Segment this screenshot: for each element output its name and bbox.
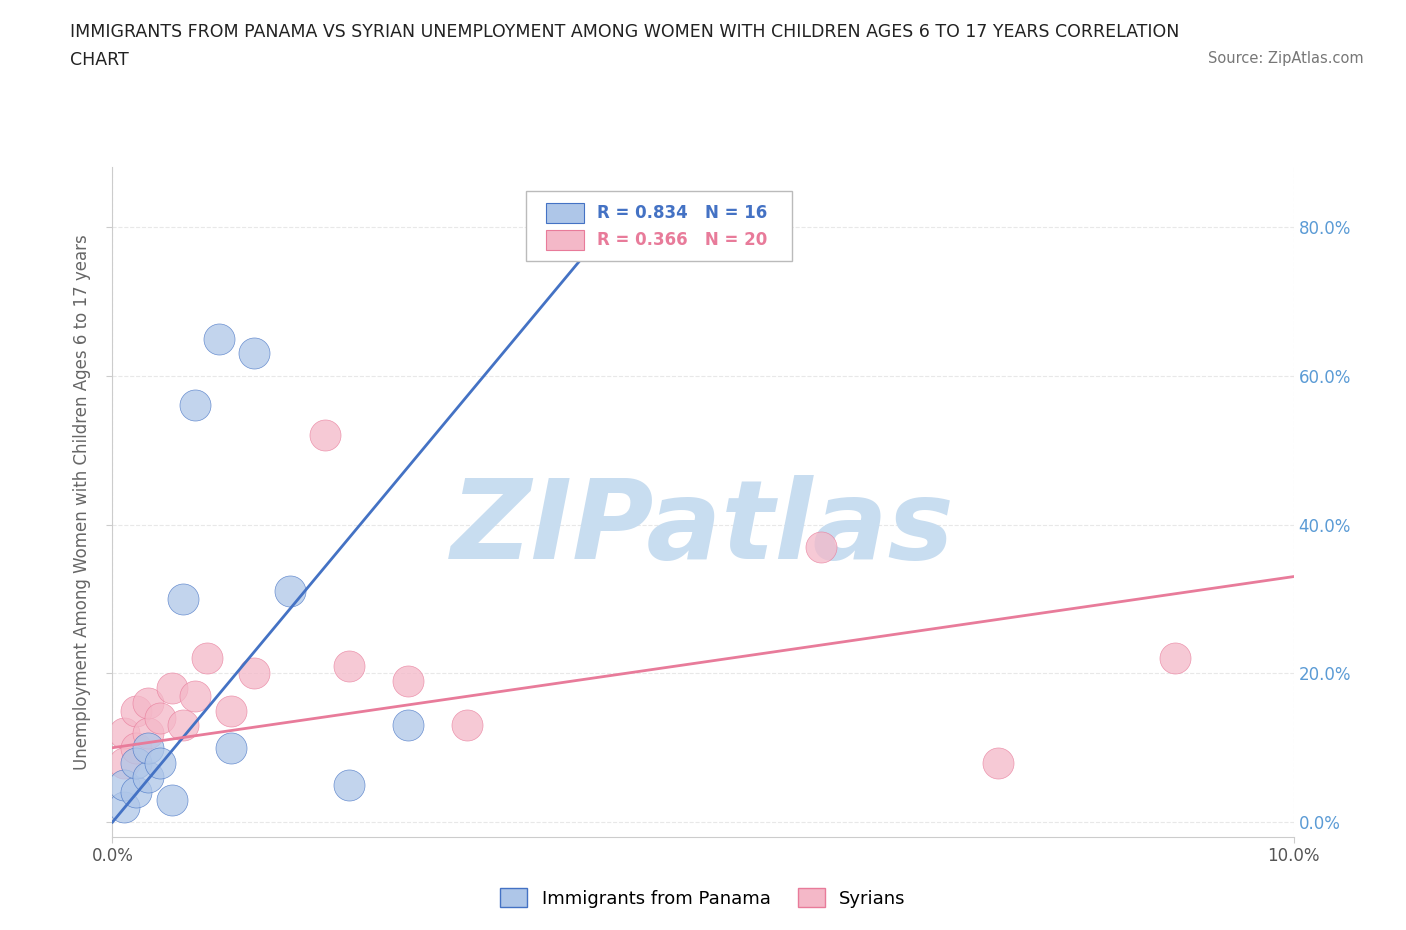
Point — [112, 725, 135, 740]
Legend: Immigrants from Panama, Syrians: Immigrants from Panama, Syrians — [494, 882, 912, 915]
Point — [136, 725, 159, 740]
Point — [149, 755, 172, 770]
Point — [184, 688, 207, 703]
Point — [987, 755, 1010, 770]
Y-axis label: Unemployment Among Women with Children Ages 6 to 17 years: Unemployment Among Women with Children A… — [73, 234, 91, 770]
Point — [172, 718, 194, 733]
Point — [112, 777, 135, 792]
Point — [136, 740, 159, 755]
Point — [1164, 651, 1187, 666]
Point — [243, 346, 266, 361]
Point — [243, 666, 266, 681]
Point — [112, 800, 135, 815]
Point — [396, 673, 419, 688]
Point — [112, 755, 135, 770]
Point — [125, 755, 148, 770]
Point — [125, 785, 148, 800]
Text: R = 0.834   N = 16: R = 0.834 N = 16 — [596, 204, 766, 222]
Point — [172, 591, 194, 606]
Point — [160, 681, 183, 696]
Point — [125, 703, 148, 718]
Point — [219, 703, 242, 718]
Point — [195, 651, 218, 666]
Text: CHART: CHART — [70, 51, 129, 69]
Text: IMMIGRANTS FROM PANAMA VS SYRIAN UNEMPLOYMENT AMONG WOMEN WITH CHILDREN AGES 6 T: IMMIGRANTS FROM PANAMA VS SYRIAN UNEMPLO… — [70, 23, 1180, 41]
Point — [337, 777, 360, 792]
Point — [219, 740, 242, 755]
Text: R = 0.366   N = 20: R = 0.366 N = 20 — [596, 231, 766, 248]
Point — [160, 792, 183, 807]
Point — [136, 770, 159, 785]
Point — [810, 539, 832, 554]
Point — [184, 398, 207, 413]
FancyBboxPatch shape — [526, 191, 792, 261]
Point — [456, 718, 478, 733]
Text: ZIPatlas: ZIPatlas — [451, 475, 955, 582]
FancyBboxPatch shape — [546, 230, 583, 250]
Point — [136, 696, 159, 711]
Text: Source: ZipAtlas.com: Source: ZipAtlas.com — [1208, 51, 1364, 66]
Point — [396, 718, 419, 733]
Point — [278, 584, 301, 599]
Point — [337, 658, 360, 673]
Point — [314, 428, 336, 443]
FancyBboxPatch shape — [546, 203, 583, 223]
Point — [149, 711, 172, 725]
Point — [208, 331, 231, 346]
Point — [125, 740, 148, 755]
